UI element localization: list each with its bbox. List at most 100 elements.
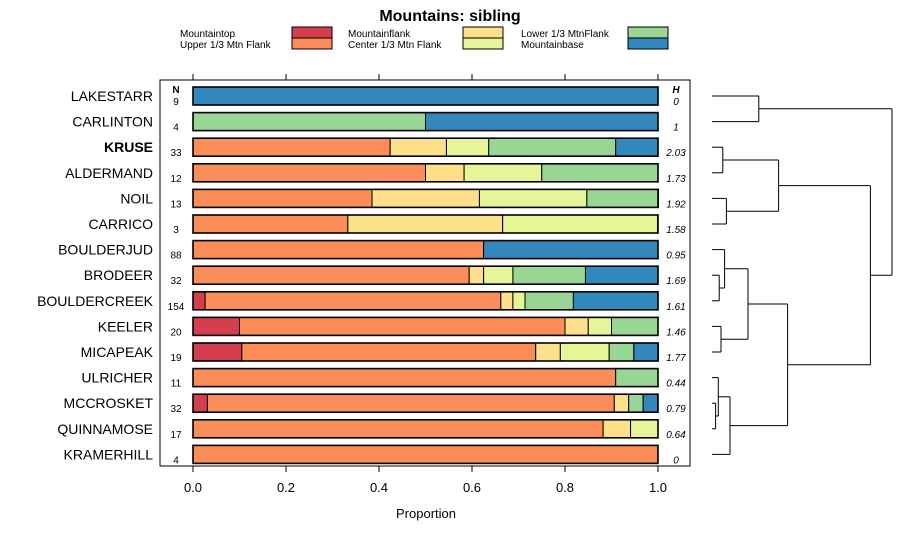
x-tick-label-4: 0.8 <box>556 480 574 495</box>
bar-segment-bouldercreek-mountaintop <box>192 291 206 311</box>
row-h-keeler: 1.46 <box>666 327 686 338</box>
bar-segment-bouldercreek-lower-1-3-mtnflank <box>524 291 574 311</box>
bar-segment-ulricher-upper-1-3-mtn-flank <box>192 368 617 388</box>
row-h-carrico: 1.58 <box>666 225 686 236</box>
legend-label-upper-1-3-mtn-flank: Upper 1/3 Mtn Flank <box>180 40 272 51</box>
bar-segment-mccrosket-upper-1-3-mtn-flank <box>206 393 615 413</box>
bar-segment-keeler-mountainflank <box>564 316 589 336</box>
bar-segment-kruse-center-1-3-mtn-flank <box>445 137 490 157</box>
row-n-noil: 13 <box>170 199 182 210</box>
bar-segment-micapeak-mountainflank <box>535 342 561 362</box>
bar-segment-noil-mountainflank <box>371 188 480 208</box>
bar-segment-aldermand-center-1-3-mtn-flank <box>463 163 543 183</box>
bar-segment-carlinton-mountainbase <box>425 112 659 132</box>
bar-segment-mccrosket-lower-1-3-mtnflank <box>628 393 644 413</box>
bar-segment-mccrosket-mountainflank <box>613 393 630 413</box>
row-label-lakestarr: LAKESTARR <box>71 88 153 104</box>
legend-swatch-lower-1-3-mtnflank <box>627 26 669 39</box>
n-header: N <box>172 85 179 96</box>
row-label-aldermand: ALDERMAND <box>65 165 153 181</box>
row-label-brodeer: BRODEER <box>84 267 153 283</box>
bar-segment-bouldercreek-center-1-3-mtn-flank <box>512 291 526 311</box>
bar-segment-noil-center-1-3-mtn-flank <box>478 188 588 208</box>
bar-outline-micapeak <box>192 342 659 362</box>
bar-segment-aldermand-upper-1-3-mtn-flank <box>192 163 426 183</box>
bar-rows: LAKESTARR 9 0 CARLINTON 4 1 KRUSE 33 2.03 ALDERMA… <box>37 86 686 466</box>
row-h-aldermand: 1.73 <box>666 174 686 185</box>
h-header: H <box>672 85 680 96</box>
bar-outline-carlinton <box>192 111 659 132</box>
bar-segment-noil-lower-1-3-mtnflank <box>586 188 659 208</box>
row-label-kruse: KRUSE <box>104 139 153 155</box>
plot-panel <box>159 79 691 467</box>
bar-segment-ulricher-lower-1-3-mtnflank <box>615 368 659 388</box>
bar-outline-carrico <box>192 214 659 234</box>
bar-segment-micapeak-mountaintop <box>192 342 243 362</box>
bar-segment-micapeak-lower-1-3-mtnflank <box>608 342 635 362</box>
dendrogram <box>712 95 893 455</box>
bar-outline-keeler <box>192 316 659 337</box>
bar-segment-quinnamose-center-1-3-mtn-flank <box>630 419 659 439</box>
row-n-kruse: 33 <box>170 148 182 159</box>
bar-segment-brodeer-center-1-3-mtn-flank <box>483 265 514 285</box>
bar-outline-ulricher <box>192 367 659 388</box>
bar-segment-bouldercreek-mountainflank <box>500 291 514 311</box>
bar-segment-boulderjud-upper-1-3-mtn-flank <box>192 240 485 260</box>
bar-segment-kruse-upper-1-3-mtn-flank <box>192 137 391 157</box>
bar-segment-carrico-upper-1-3-mtn-flank <box>192 214 349 234</box>
row-label-ulricher: ULRICHER <box>81 370 153 386</box>
bar-segment-micapeak-upper-1-3-mtn-flank <box>241 342 537 362</box>
row-label-mccrosket: MCCROSKET <box>64 395 154 411</box>
row-h-quinnamose: 0.64 <box>666 430 686 441</box>
legend-label-mountainflank: Mountainflank <box>348 29 411 40</box>
x-tick-label-3: 0.6 <box>463 480 481 495</box>
row-h-noil: 1.92 <box>666 199 686 210</box>
row-n-kramerhill: 4 <box>173 455 179 466</box>
row-n-keeler: 20 <box>170 327 182 338</box>
bar-segment-aldermand-mountainflank <box>425 163 465 183</box>
bar-segment-micapeak-center-1-3-mtn-flank <box>559 342 610 362</box>
bar-segment-noil-upper-1-3-mtn-flank <box>192 188 373 208</box>
bar-segment-aldermand-lower-1-3-mtnflank <box>541 163 659 183</box>
bar-segment-quinnamose-mountainflank <box>602 419 632 439</box>
legend-swatch-center-1-3-mtn-flank <box>462 37 504 50</box>
row-h-brodeer: 1.69 <box>666 276 686 287</box>
row-label-boulderjud: BOULDERJUD <box>58 242 153 258</box>
row-h-carlinton: 1 <box>673 123 679 134</box>
row-n-boulderjud: 88 <box>170 251 182 262</box>
bar-segment-carlinton-lower-1-3-mtnflank <box>192 112 426 132</box>
x-axis: 0.0 0.2 0.4 0.6 0.8 1.0 <box>184 74 667 495</box>
row-h-boulderjud: 0.95 <box>666 251 686 262</box>
row-n-mccrosket: 32 <box>170 404 182 415</box>
bar-segment-brodeer-mountainflank <box>468 265 485 285</box>
bar-outline-mccrosket <box>192 393 659 414</box>
bar-outline-lakestarr <box>192 86 659 106</box>
bar-outline-brodeer <box>192 265 659 286</box>
bar-segment-carrico-mountainflank <box>347 214 504 234</box>
row-h-kruse: 2.03 <box>665 148 686 159</box>
bar-segment-kruse-mountainflank <box>389 137 447 157</box>
bar-segment-bouldercreek-upper-1-3-mtn-flank <box>204 291 502 311</box>
bar-outline-aldermand <box>192 163 659 183</box>
row-label-noil: NOIL <box>120 190 153 206</box>
bar-segment-keeler-lower-1-3-mtnflank <box>611 316 659 336</box>
bar-segment-brodeer-mountainbase <box>584 265 659 285</box>
legend-swatch-mountaintop <box>291 26 333 39</box>
bar-segment-boulderjud-mountainbase <box>483 240 659 260</box>
row-label-kramerhill: KRAMERHILL <box>64 446 154 462</box>
legend-swatch-upper-1-3-mtn-flank <box>291 37 333 50</box>
bar-segment-lakestarr-mountainbase <box>192 86 659 106</box>
row-h-bouldercreek: 1.61 <box>666 302 685 313</box>
x-tick-label-0: 0.0 <box>184 480 202 495</box>
bar-segment-kramerhill-upper-1-3-mtn-flank <box>192 444 659 464</box>
x-tick-label-1: 0.2 <box>277 480 295 495</box>
row-label-bouldercreek: BOULDERCREEK <box>37 293 154 309</box>
row-n-carlinton: 4 <box>173 123 179 134</box>
bar-outline-kramerhill <box>192 444 659 465</box>
legend-swatch-mountainbase <box>627 37 669 50</box>
row-h-micapeak: 1.77 <box>666 353 686 364</box>
bar-outline-quinnamose <box>192 418 659 439</box>
row-n-quinnamose: 17 <box>170 430 182 441</box>
row-n-ulricher: 11 <box>171 379 182 390</box>
